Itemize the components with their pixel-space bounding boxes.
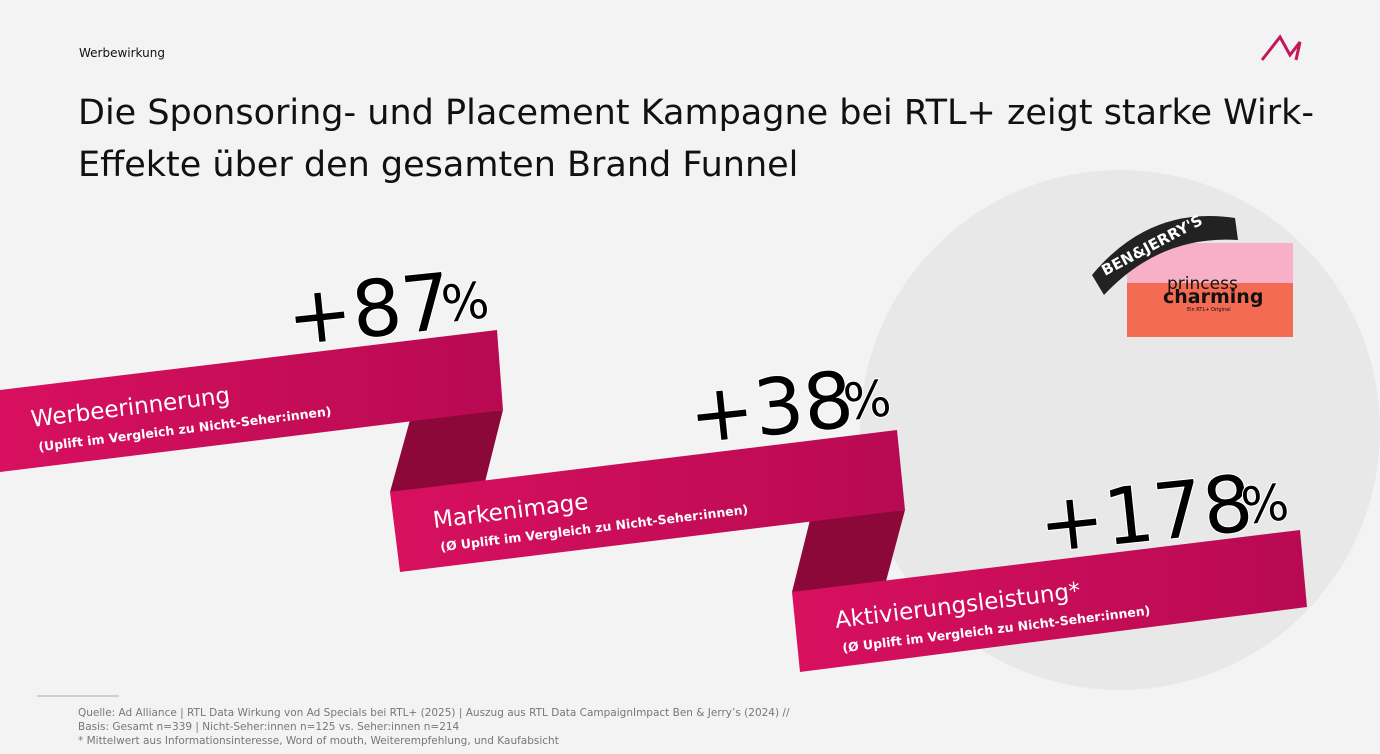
ribbon [792, 530, 1307, 672]
logo-bottom [1127, 283, 1293, 337]
footer-line: Basis: Gesamt n=339 | Nicht-Seher:innen … [78, 721, 460, 733]
metric-unit: % [1238, 473, 1291, 536]
metric-number: +178 [1035, 459, 1257, 571]
title-line: Die Sponsoring- und Placement Kampagne b… [78, 93, 1314, 133]
ribbon-fold [390, 410, 503, 492]
show-tagline: Ein RTL+ Original [1187, 307, 1231, 313]
metric-number: +38 [685, 355, 858, 462]
ribbon [0, 330, 503, 472]
brand-arc [1092, 215, 1238, 295]
ribbon [390, 430, 905, 572]
metric-unit: % [439, 271, 492, 334]
ribbon-fold [792, 510, 905, 592]
footer-line: Quelle: Ad Alliance | RTL Data Wirkung v… [78, 707, 790, 719]
show-text: charming [1163, 286, 1263, 308]
show-text: princess [1167, 274, 1238, 294]
metric-number: +87 [283, 257, 456, 364]
title-line: Effekte über den gesamten Brand Funnel [78, 145, 798, 185]
metric-unit: % [841, 369, 894, 432]
brand-icon [1260, 34, 1302, 61]
footer-line: * Mittelwert aus Informationsinteresse, … [78, 735, 559, 747]
section-label: Werbewirkung [79, 46, 165, 60]
